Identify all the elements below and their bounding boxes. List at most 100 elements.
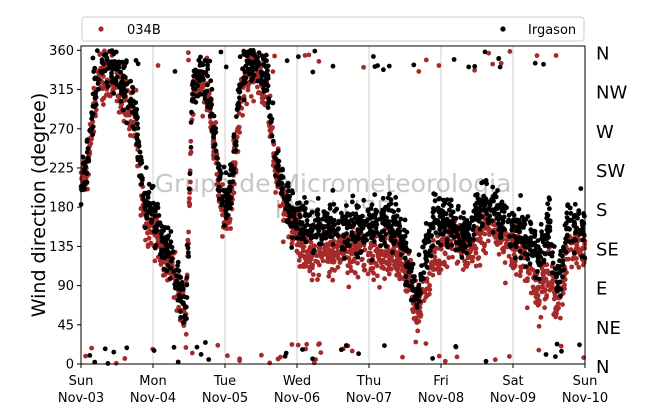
data-point <box>369 202 375 208</box>
data-point <box>270 125 275 130</box>
data-point <box>568 247 574 252</box>
data-point <box>490 197 496 203</box>
data-point <box>184 275 190 280</box>
compass-label: S <box>596 200 607 221</box>
data-point <box>431 238 436 243</box>
data-point <box>351 220 357 226</box>
data-point <box>313 258 319 264</box>
data-point <box>187 171 193 177</box>
data-point <box>372 192 378 198</box>
data-point <box>383 232 389 237</box>
data-point <box>330 188 336 193</box>
data-point <box>81 161 86 166</box>
data-point <box>384 215 389 221</box>
data-point <box>286 188 291 194</box>
data-point <box>285 197 290 203</box>
data-point <box>344 222 350 228</box>
data-point <box>220 182 226 187</box>
data-point <box>454 354 460 360</box>
data-point <box>373 261 379 266</box>
data-point <box>213 148 219 154</box>
data-point <box>438 246 444 252</box>
data-point <box>84 139 90 144</box>
data-point <box>393 222 399 227</box>
data-point <box>112 76 117 82</box>
data-point <box>375 63 380 68</box>
data-point <box>175 286 181 292</box>
data-point <box>539 229 544 235</box>
data-point <box>177 309 183 314</box>
data-point <box>138 173 144 179</box>
data-point <box>455 233 461 239</box>
data-point <box>364 237 369 243</box>
data-point <box>335 226 341 232</box>
data-point <box>148 240 154 246</box>
data-point <box>284 58 290 64</box>
data-point <box>220 234 225 239</box>
data-point <box>516 206 522 212</box>
data-point <box>453 344 459 349</box>
data-point <box>547 224 553 230</box>
data-point <box>283 206 288 212</box>
legend: 034B Irgason <box>81 16 585 42</box>
data-point <box>436 353 442 359</box>
data-point <box>330 63 336 69</box>
data-point <box>547 228 553 233</box>
data-point <box>501 249 506 255</box>
data-point <box>208 119 214 125</box>
data-point <box>429 224 434 230</box>
data-point <box>122 356 128 361</box>
data-point <box>302 53 308 58</box>
data-point <box>502 260 508 265</box>
data-point <box>566 218 572 223</box>
data-point <box>307 268 313 274</box>
data-point <box>444 241 450 246</box>
data-point <box>188 120 194 125</box>
data-point <box>377 284 382 290</box>
data-point <box>237 82 242 88</box>
data-point <box>404 229 410 235</box>
data-point <box>215 165 221 171</box>
data-point <box>295 342 301 348</box>
data-point <box>321 224 327 229</box>
data-point <box>550 250 555 256</box>
data-point <box>211 132 217 137</box>
data-point <box>183 345 189 350</box>
data-point <box>221 223 227 229</box>
x-tick-label-day: Sun <box>69 374 94 389</box>
data-point <box>553 53 559 58</box>
data-point <box>422 290 428 295</box>
data-point <box>327 248 333 253</box>
data-point <box>302 223 308 229</box>
compass-label: SE <box>596 239 619 260</box>
data-point <box>500 220 506 226</box>
data-point <box>555 263 561 269</box>
data-point <box>223 215 229 221</box>
data-point <box>564 210 570 216</box>
data-point <box>198 60 203 66</box>
data-point <box>435 240 441 245</box>
legend-box <box>81 16 585 42</box>
data-point <box>231 134 237 140</box>
x-tick-label-date: Nov-10 <box>562 391 608 406</box>
data-point <box>518 193 523 198</box>
data-point <box>345 270 351 276</box>
data-point <box>89 116 95 122</box>
data-point <box>324 214 330 220</box>
data-point <box>82 186 87 192</box>
data-point <box>498 233 503 239</box>
data-point <box>536 276 542 282</box>
data-point <box>119 85 124 90</box>
data-point <box>116 64 122 70</box>
data-point <box>186 229 192 235</box>
data-point <box>128 100 134 106</box>
data-point <box>569 264 575 270</box>
data-point <box>285 217 291 223</box>
x-axis: Sun Nov-03 Mon Nov-04 Tue Nov-05 Wed Nov-06 Thu N… <box>58 364 608 406</box>
data-point <box>236 110 242 116</box>
data-point <box>578 186 584 192</box>
data-point <box>152 258 158 264</box>
data-point <box>448 197 454 203</box>
data-point <box>525 214 531 219</box>
x-tick-label-date: Nov-08 <box>418 391 464 406</box>
